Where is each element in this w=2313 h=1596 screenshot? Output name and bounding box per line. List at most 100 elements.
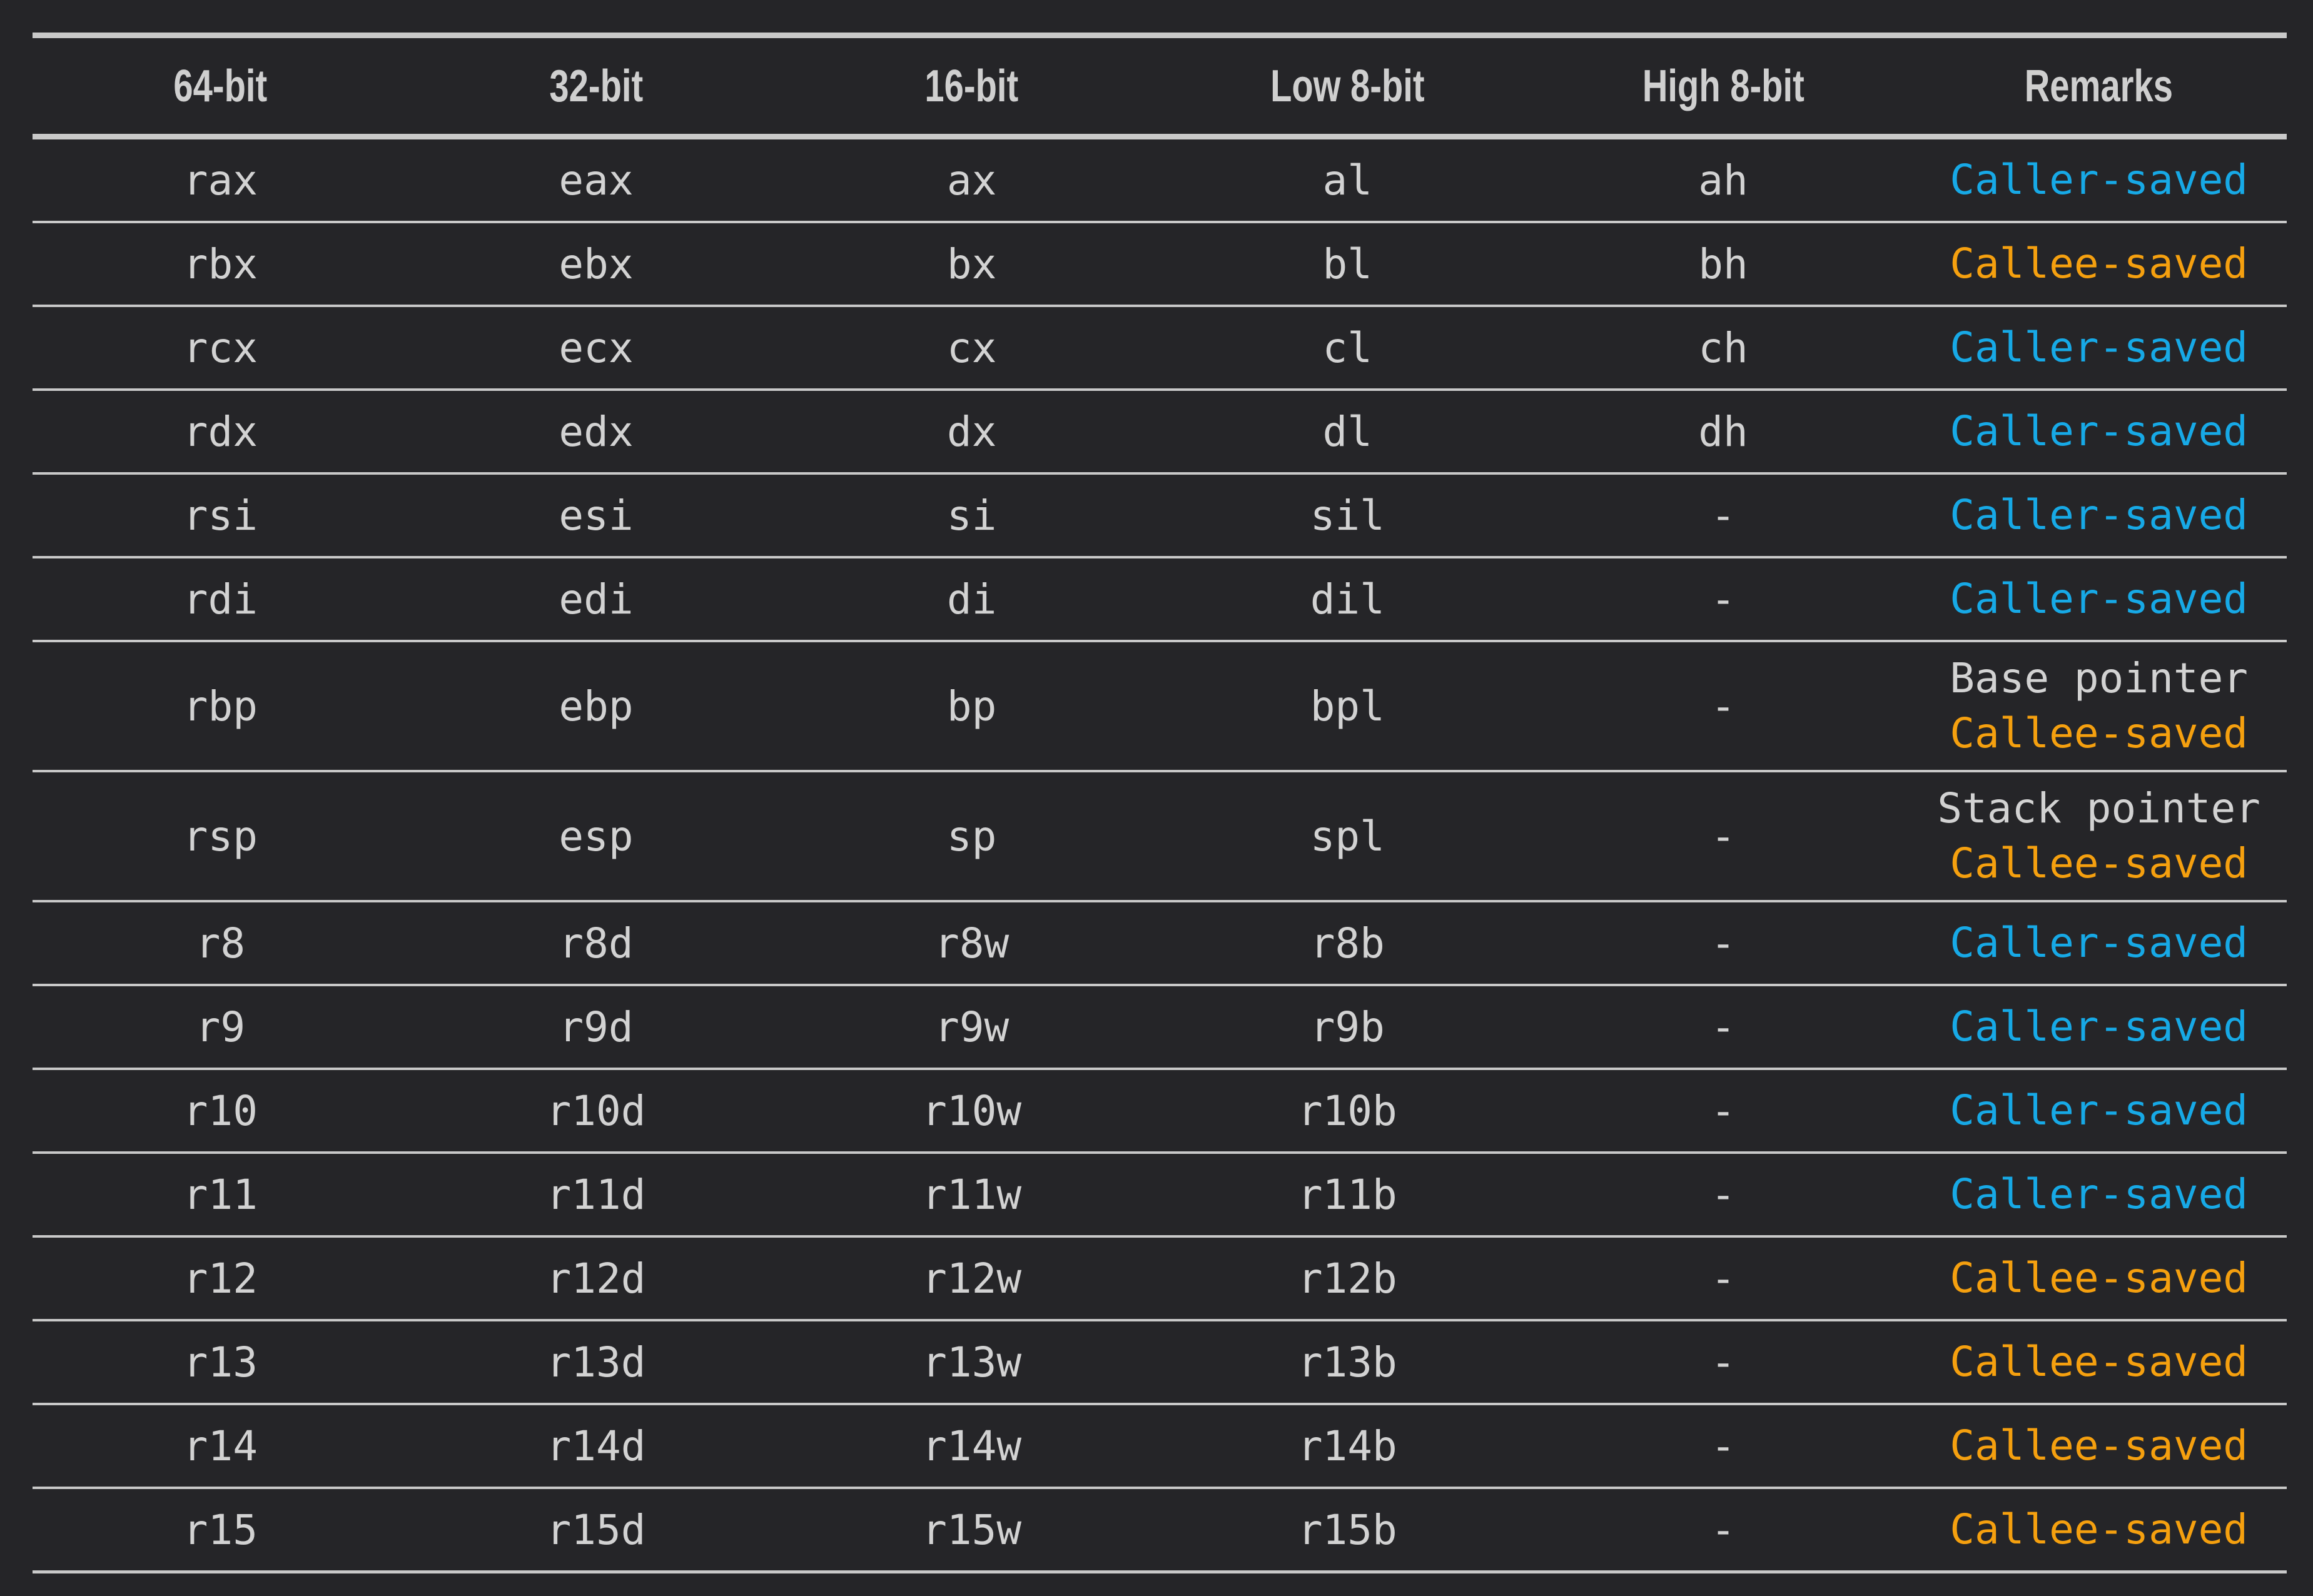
cell-64-bit: r12 xyxy=(33,1236,408,1321)
cell-64-bit: r15 xyxy=(183,1505,258,1554)
header-remarks: Remarks xyxy=(1952,35,2245,139)
cell-low-8-bit: r14b xyxy=(1159,1404,1536,1489)
table-row: r9 r9d r9w r9b - Caller-saved xyxy=(33,985,2287,1070)
cell-high-8-bit: - xyxy=(1535,1069,1911,1154)
callee-saved-label: Callee-saved xyxy=(1950,1338,2249,1386)
cell-high-8-bit: - xyxy=(1535,1153,1911,1238)
cell-32-bit: r10d xyxy=(408,1069,784,1154)
cell-16-bit: r13w xyxy=(784,1320,1160,1405)
cell-high-8-bit: bh xyxy=(1535,222,1911,307)
cell-32-bit: ebx xyxy=(408,222,784,307)
cell-32-bit: r12d xyxy=(408,1236,784,1321)
register-table-container: 64-bit 32-bit 16-bit Low 8-bit High 8-bi… xyxy=(33,33,2287,1573)
caller-saved-label: Caller-saved xyxy=(1950,1170,2249,1218)
cell-low-8-bit: r15b xyxy=(1297,1505,1397,1554)
cell-16-bit: r10w xyxy=(784,1069,1160,1154)
cell-32-bit: r11d xyxy=(408,1153,784,1238)
cell-low-8-bit: r9b xyxy=(1159,985,1536,1070)
cell-64-bit: rdx xyxy=(33,390,408,475)
cell-16-bit: dx xyxy=(784,390,1160,475)
table-row: rcx ecx cx cl ch Caller-saved xyxy=(33,306,2287,391)
cell-high-8-bit: - xyxy=(1535,771,1911,902)
callee-saved-label: Callee-saved xyxy=(1950,1254,2249,1302)
cell-high-8-bit: dh xyxy=(1535,390,1911,475)
cell-32-bit: edx xyxy=(408,390,784,475)
cell-64-bit: rsp xyxy=(33,771,408,902)
caller-saved-label: Caller-saved xyxy=(1950,1003,2249,1051)
callee-saved-label: Callee-saved xyxy=(1950,839,2249,887)
header-16-bit: 16-bit xyxy=(825,35,1118,139)
cell-64-bit: rcx xyxy=(33,306,408,391)
cell-low-8-bit: r11b xyxy=(1159,1153,1536,1238)
table-header: 64-bit 32-bit 16-bit Low 8-bit High 8-bi… xyxy=(33,35,2287,139)
cell-32-bit: ebp xyxy=(408,641,784,772)
cell-remarks: Callee-saved xyxy=(1911,1488,2287,1572)
cell-high-8-bit: - xyxy=(1711,1505,1736,1554)
caller-saved-label: Caller-saved xyxy=(1950,407,2249,455)
cell-16-bit: bx xyxy=(784,222,1160,307)
caller-saved-label: Caller-saved xyxy=(1950,491,2249,539)
caller-saved-label: Caller-saved xyxy=(1950,323,2249,371)
table-row: r8 r8d r8w r8b - Caller-saved xyxy=(33,901,2287,986)
cell-64-bit: rdi xyxy=(33,557,408,642)
cell-32-bit: r15d xyxy=(546,1505,646,1554)
cell-64-bit: r14 xyxy=(33,1404,408,1489)
header-row: 64-bit 32-bit 16-bit Low 8-bit High 8-bi… xyxy=(33,35,2287,139)
cell-remarks: Stack pointer Callee-saved xyxy=(1911,771,2287,902)
cell-remarks: Caller-saved xyxy=(1911,473,2287,558)
cell-low-8-bit: dil xyxy=(1159,557,1536,642)
register-table: 64-bit 32-bit 16-bit Low 8-bit High 8-bi… xyxy=(33,33,2287,1573)
cell-16-bit: sp xyxy=(784,771,1160,902)
cell-low-8-bit: r10b xyxy=(1159,1069,1536,1154)
callee-saved-label: Callee-saved xyxy=(1950,1505,2249,1553)
cell-remarks: Base pointer Callee-saved xyxy=(1911,641,2287,772)
remark-note: Stack pointer xyxy=(1937,784,2260,832)
callee-saved-label: Callee-saved xyxy=(1950,240,2249,288)
cell-64-bit: r9 xyxy=(33,985,408,1070)
header-32-bit: 32-bit xyxy=(449,35,743,139)
cell-remarks: Caller-saved xyxy=(1911,557,2287,642)
cell-16-bit: bp xyxy=(784,641,1160,772)
cell-32-bit: edi xyxy=(408,557,784,642)
caller-saved-label: Caller-saved xyxy=(1950,919,2249,967)
cell-low-8-bit: bl xyxy=(1159,222,1536,307)
cell-32-bit: esi xyxy=(408,473,784,558)
table-row: rdx edx dx dl dh Caller-saved xyxy=(33,390,2287,475)
header-low-8-bit: Low 8-bit xyxy=(1201,35,1494,139)
cell-remarks: Caller-saved xyxy=(1911,901,2287,986)
cell-remarks: Callee-saved xyxy=(1911,1236,2287,1321)
header-64-bit: 64-bit xyxy=(74,35,367,139)
cell-16-bit: si xyxy=(784,473,1160,558)
table-row: rax eax ax al ah Caller-saved xyxy=(33,136,2287,223)
caller-saved-label: Caller-saved xyxy=(1950,575,2249,623)
table-row: rbx ebx bx bl bh Callee-saved xyxy=(33,222,2287,307)
cell-remarks: Caller-saved xyxy=(1911,1153,2287,1238)
cell-low-8-bit: dl xyxy=(1159,390,1536,475)
cell-32-bit: r9d xyxy=(408,985,784,1070)
table-row: r12 r12d r12w r12b - Callee-saved xyxy=(33,1236,2287,1321)
cell-32-bit: r8d xyxy=(408,901,784,986)
cell-high-8-bit: - xyxy=(1535,985,1911,1070)
table-row: r15 r15d r15w r15b - Callee-saved xyxy=(33,1488,2287,1572)
cell-low-8-bit: bpl xyxy=(1159,641,1536,772)
cell-16-bit: r15w xyxy=(922,1505,1022,1554)
callee-saved-label: Callee-saved xyxy=(1950,1422,2249,1470)
cell-64-bit: rsi xyxy=(33,473,408,558)
table-row: rdi edi di dil - Caller-saved xyxy=(33,557,2287,642)
cell-16-bit: r11w xyxy=(784,1153,1160,1238)
cell-low-8-bit: r8b xyxy=(1159,901,1536,986)
cell-remarks: Callee-saved xyxy=(1911,1320,2287,1405)
cell-64-bit: rbp xyxy=(33,641,408,772)
cell-low-8-bit: sil xyxy=(1159,473,1536,558)
cell-16-bit: di xyxy=(784,557,1160,642)
cell-high-8-bit: - xyxy=(1535,1404,1911,1489)
table-row: rsi esi si sil - Caller-saved xyxy=(33,473,2287,558)
cell-32-bit: esp xyxy=(408,771,784,902)
table-row: r14 r14d r14w r14b - Callee-saved xyxy=(33,1404,2287,1489)
cell-32-bit: r14d xyxy=(408,1404,784,1489)
cell-low-8-bit: al xyxy=(1159,136,1536,223)
cell-64-bit: r11 xyxy=(33,1153,408,1238)
cell-32-bit: eax xyxy=(408,136,784,223)
cell-32-bit: r13d xyxy=(408,1320,784,1405)
cell-64-bit: rbx xyxy=(33,222,408,307)
